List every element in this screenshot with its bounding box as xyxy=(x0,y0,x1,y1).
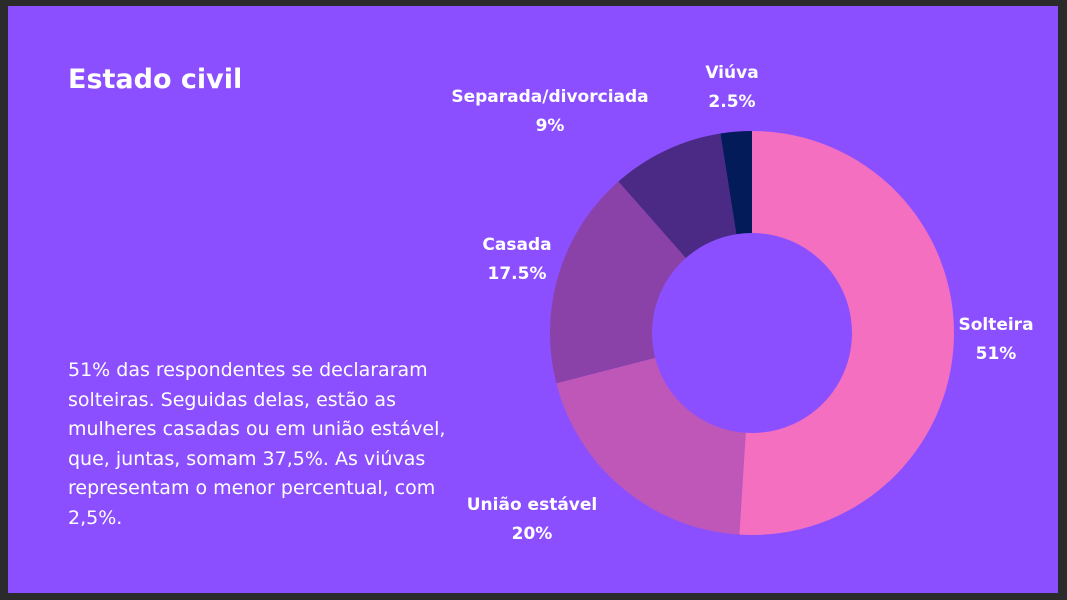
donut-slice-1 xyxy=(556,357,746,535)
slice-name-label-1: União estável xyxy=(467,495,598,515)
slice-value-label-3: 9% xyxy=(536,116,565,136)
donut-slice-3 xyxy=(618,133,737,258)
slice-name-label-3: Separada/divorciada xyxy=(451,87,648,107)
donut-slice-0 xyxy=(739,131,955,536)
slice-value-label-2: 17.5% xyxy=(488,264,547,284)
slide-description: 51% das respondentes se declararam solte… xyxy=(68,359,446,529)
slice-name-label-0: Solteira xyxy=(958,315,1033,335)
slice-value-label-0: 51% xyxy=(976,344,1017,364)
slice-name-label-2: Casada xyxy=(482,235,551,255)
donut-slice-4 xyxy=(720,131,752,235)
slice-value-label-1: 20% xyxy=(512,524,553,544)
slice-value-label-4: 2.5% xyxy=(708,92,755,112)
slice-name-label-4: Viúva xyxy=(705,63,758,83)
donut-slice-2 xyxy=(549,181,686,384)
slide-title: Estado civil xyxy=(68,64,243,95)
